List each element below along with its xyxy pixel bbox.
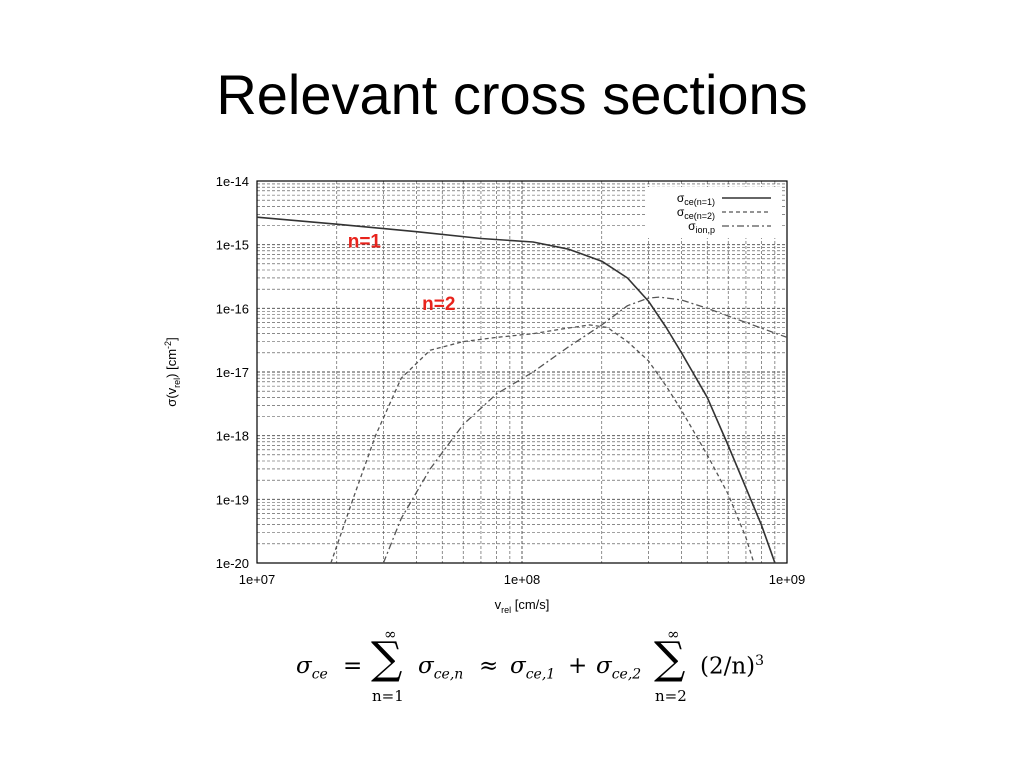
- y-tick-label: 1e-16: [216, 301, 249, 316]
- annotation-label-2: n=2: [422, 294, 455, 315]
- eq-lhs: σce: [296, 653, 328, 683]
- cross-section-chart: 1e+07 1e+08 1e+09 1e-14 1e-15 1e-16 1e-17 1e-18…: [163, 174, 805, 615]
- slide-title: Relevant cross sections: [216, 63, 808, 126]
- grid: [257, 181, 787, 563]
- axes: 1e+07 1e+08 1e+09 1e-14 1e-15 1e-16 1e-17 1e-18…: [163, 174, 805, 615]
- eq-sum1-lower: n=1: [372, 687, 404, 705]
- eq-sum1-symbol: ∑: [371, 633, 403, 684]
- eq-factor: (2/n)3: [700, 653, 765, 680]
- y-tick-label: 1e-19: [216, 492, 249, 507]
- eq-sum1-upper: ∞: [384, 625, 397, 643]
- y-tick-label: 1e-17: [216, 365, 249, 380]
- cross-section-equation: σce = ∞ ∑ n=1 σce,n ≈ σce,1 + σce,2 ∞ ∑ …: [0, 625, 1024, 715]
- eq-plus: +: [568, 653, 588, 679]
- series-line-2: [330, 324, 755, 564]
- series-line-1: [256, 216, 776, 564]
- legend-label-3: σion,p: [688, 219, 715, 235]
- x-tick-label: 1e+08: [504, 572, 541, 587]
- legend-label-1: σce(n=1): [677, 191, 715, 207]
- x-tick-label: 1e+07: [239, 572, 276, 587]
- eq-sum2-lower: n=2: [655, 687, 687, 705]
- eq-term2: σce,1: [510, 653, 556, 683]
- eq-term3: σce,2: [596, 653, 642, 683]
- annotation-label-1: n=1: [348, 232, 382, 253]
- series-group: [256, 216, 788, 564]
- eq-term1: σce,n: [418, 653, 464, 683]
- annotations: n=1 n=2: [348, 232, 456, 315]
- y-tick-label: 1e-14: [216, 174, 249, 189]
- y-tick-label: 1e-20: [216, 556, 249, 571]
- legend: σce(n=1)σce(n=2)σion,p: [647, 187, 781, 238]
- eq-approx: ≈: [479, 653, 499, 679]
- x-axis-label: vrel [cm/s]: [495, 597, 550, 615]
- y-tick-label: 1e-15: [216, 238, 249, 253]
- x-tick-label: 1e+09: [769, 572, 806, 587]
- y-axis-label: σ(vrel) [cm-2]: [163, 337, 182, 406]
- legend-label-2: σce(n=2): [677, 205, 715, 221]
- eq-equals: =: [343, 653, 363, 679]
- eq-sum2-upper: ∞: [667, 625, 680, 643]
- series-line-3: [382, 296, 788, 564]
- eq-sum2-symbol: ∑: [654, 633, 686, 684]
- plot-frame: [256, 180, 788, 564]
- y-tick-label: 1e-18: [216, 429, 249, 444]
